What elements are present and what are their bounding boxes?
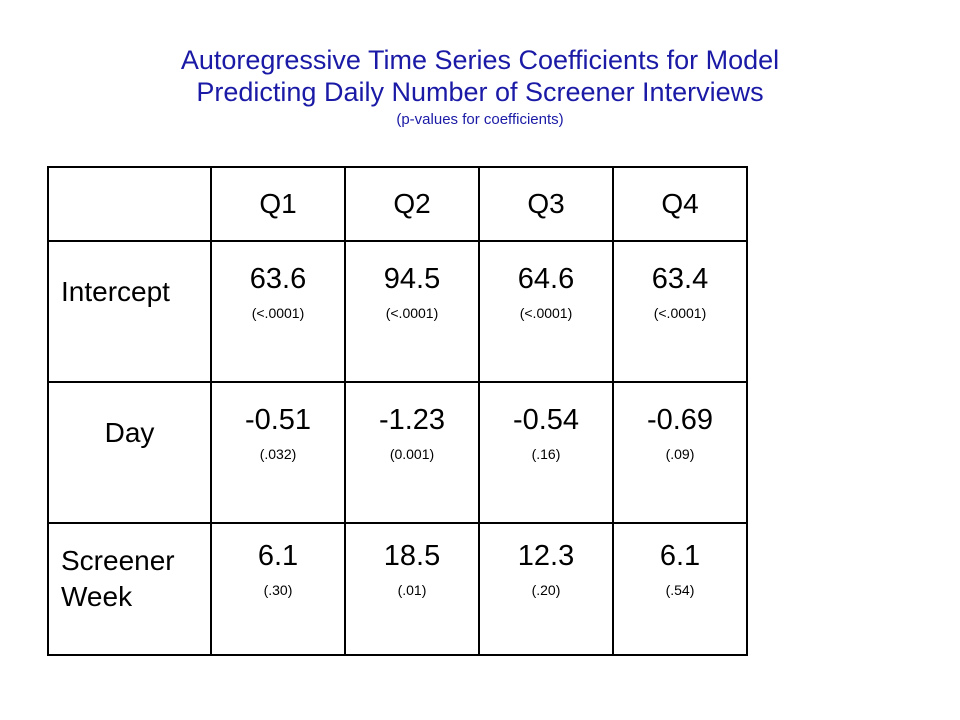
- table-row-screener-week: Screener Week 6.1 (.30) 18.5 (.01) 12.3 …: [47, 522, 748, 656]
- coefficient-value: -0.51: [244, 403, 312, 436]
- p-value: (<.0001): [519, 304, 573, 321]
- row-label-text: Day: [104, 416, 155, 448]
- p-value: (.01): [397, 582, 427, 598]
- coefficient-value: -0.54: [512, 403, 580, 436]
- p-value: (<.0001): [385, 304, 439, 321]
- cell-intercept-q4: 63.4 (<.0001): [612, 240, 748, 383]
- coefficient-value: 63.6: [249, 262, 307, 295]
- cell-day-q1: -0.51 (.032): [210, 381, 346, 524]
- table-row-intercept: Intercept 63.6 (<.0001) 94.5 (<.0001) 64…: [47, 240, 748, 383]
- table-header-row: Q1 Q2 Q3 Q4: [47, 166, 748, 242]
- cell-screener-week-q1: 6.1 (.30): [210, 522, 346, 656]
- cell-intercept-q3: 64.6 (<.0001): [478, 240, 614, 383]
- cell-screener-week-q4: 6.1 (.54): [612, 522, 748, 656]
- p-value: (.032): [259, 445, 297, 462]
- cell-intercept-q1: 63.6 (<.0001): [210, 240, 346, 383]
- row-label-screener-week: Screener Week: [47, 522, 212, 656]
- coefficient-value: 6.1: [659, 540, 701, 572]
- title-line-2: Predicting Daily Number of Screener Inte…: [196, 77, 764, 107]
- coefficient-value: 94.5: [383, 262, 441, 295]
- p-value: (.09): [665, 445, 695, 462]
- p-value: (<.0001): [251, 304, 305, 321]
- cell-intercept-q2: 94.5 (<.0001): [344, 240, 480, 383]
- row-label-line-1: Screener: [61, 545, 175, 576]
- cell-screener-week-q2: 18.5 (.01): [344, 522, 480, 656]
- row-label-text: Intercept: [61, 275, 170, 307]
- row-label-day: Day: [47, 381, 212, 524]
- p-value: (.30): [263, 582, 293, 598]
- cell-day-q4: -0.69 (.09): [612, 381, 748, 524]
- p-value: (.20): [531, 582, 561, 598]
- subtitle: (p-values for coefficients): [396, 111, 564, 128]
- table-row-day: Day -0.51 (.032) -1.23 (0.001) -0.54 (.1…: [47, 381, 748, 524]
- coefficient-value: 12.3: [517, 540, 575, 572]
- coefficient-value: 64.6: [517, 262, 575, 295]
- p-value: (0.001): [389, 445, 435, 462]
- cell-screener-week-q3: 12.3 (.20): [478, 522, 614, 656]
- header-empty-cell: [47, 166, 212, 242]
- header-q3: Q3: [478, 166, 614, 242]
- header-q4: Q4: [612, 166, 748, 242]
- p-value: (.16): [531, 445, 561, 462]
- coefficient-value: 6.1: [257, 540, 299, 572]
- coefficient-value: -0.69: [646, 403, 714, 436]
- coefficient-value: -1.23: [378, 403, 446, 436]
- cell-day-q2: -1.23 (0.001): [344, 381, 480, 524]
- coefficient-value: 63.4: [651, 262, 709, 295]
- coefficient-value: 18.5: [383, 540, 441, 572]
- row-label-line-2: Week: [61, 581, 133, 612]
- title-line-1: Autoregressive Time Series Coefficients …: [180, 45, 780, 75]
- p-value: (<.0001): [653, 304, 707, 321]
- slide-title-block: Autoregressive Time Series Coefficients …: [0, 44, 960, 129]
- coefficients-table: Q1 Q2 Q3 Q4 Intercept 63.6 (<.0001) 94.5…: [47, 166, 748, 656]
- header-q2: Q2: [344, 166, 480, 242]
- header-q1: Q1: [210, 166, 346, 242]
- row-label-intercept: Intercept: [47, 240, 212, 383]
- p-value: (.54): [665, 582, 695, 598]
- cell-day-q3: -0.54 (.16): [478, 381, 614, 524]
